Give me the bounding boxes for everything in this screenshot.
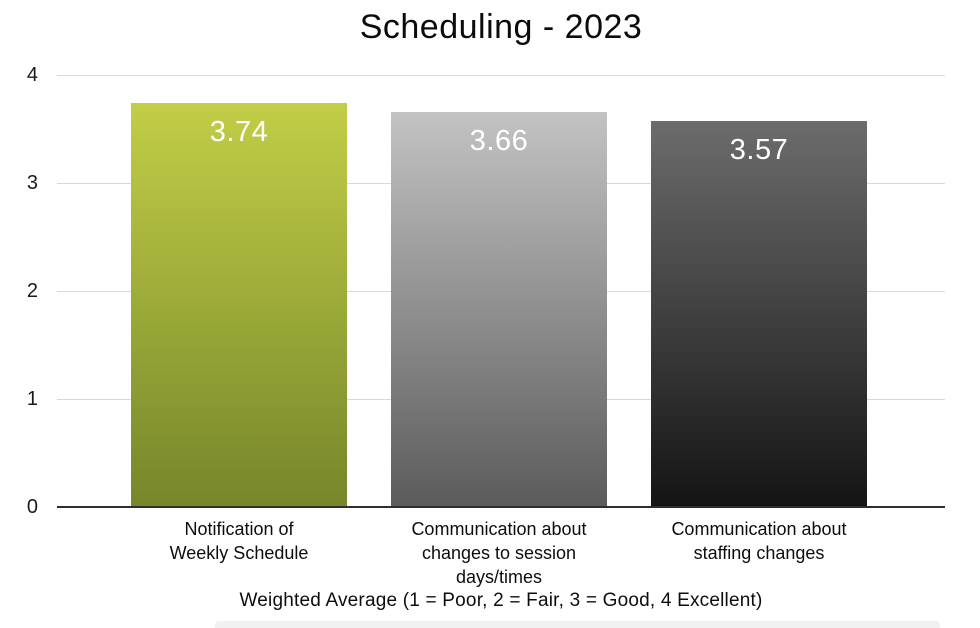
bar-value-label: 3.66 bbox=[469, 124, 529, 157]
y-axis-tick-label-1: 1 bbox=[26, 388, 38, 410]
y-axis-tick-label-0: 0 bbox=[26, 496, 38, 518]
gridline-4 bbox=[57, 75, 945, 76]
y-axis-tick-label-3: 3 bbox=[26, 172, 38, 194]
y-axis-tick-label-2: 2 bbox=[26, 280, 38, 302]
bar-communication-about-staffing-changes: 3.57 bbox=[651, 121, 867, 507]
bar-value-label: 3.74 bbox=[209, 116, 269, 149]
category-label-communication-about-session-changes: Communication about changes to session day… bbox=[411, 519, 587, 587]
category-label-communication-about-staffing-changes: Communication about staffing changes bbox=[671, 519, 847, 563]
x-axis-title: Weighted Average (1 = Poor, 2 = Fair, 3 … bbox=[239, 590, 763, 611]
bar-notification-of-weekly-schedule: 3.74 bbox=[131, 103, 347, 507]
category-label-notification-of-weekly-schedule: Notification of Weekly Schedule bbox=[169, 519, 309, 563]
bar-value-label: 3.57 bbox=[729, 134, 789, 167]
bar-communication-about-session-changes: 3.66 bbox=[391, 111, 607, 507]
chart-title: Scheduling - 2023 bbox=[359, 8, 643, 46]
y-axis-tick-label-4: 4 bbox=[26, 64, 38, 86]
plot-area: 3.74 3.66 3.57 bbox=[57, 75, 945, 508]
x-axis-line bbox=[57, 506, 945, 508]
bottom-strip-decoration bbox=[215, 621, 940, 628]
